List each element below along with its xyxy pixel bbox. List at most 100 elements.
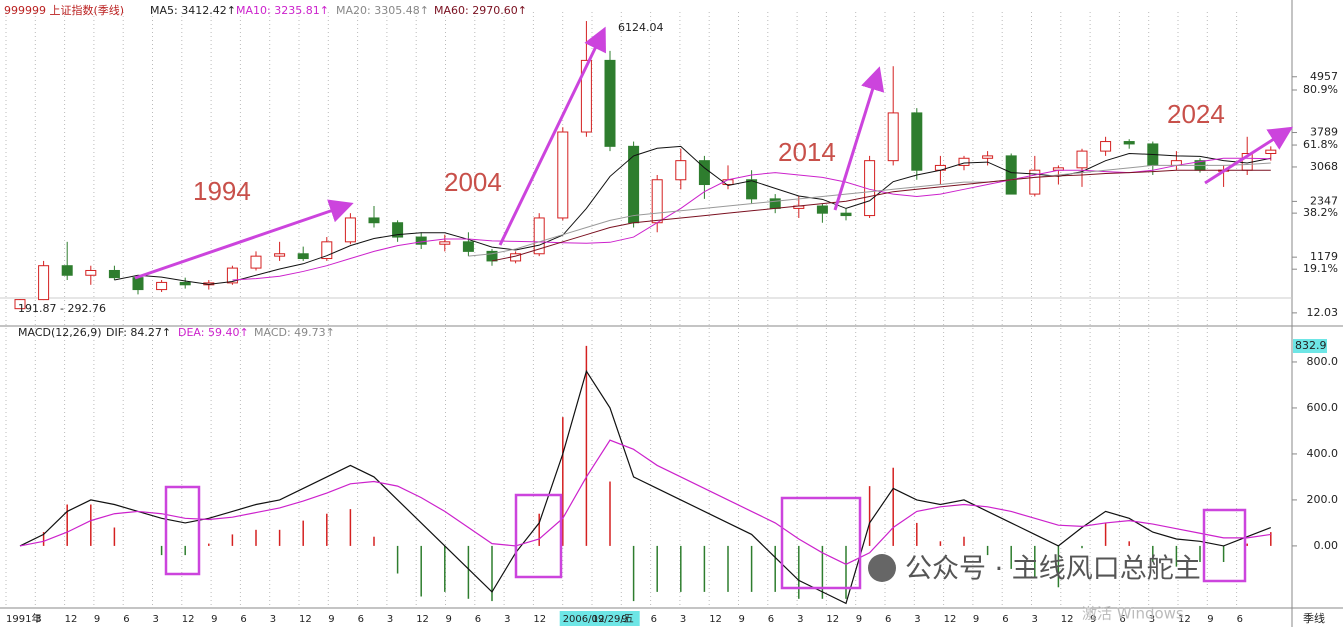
x-tick-label: 3 xyxy=(35,614,41,625)
candle-body xyxy=(675,160,687,181)
arrow xyxy=(833,66,885,211)
candle-body xyxy=(462,241,474,252)
x-tick-label: 12 xyxy=(1178,614,1191,625)
x-tick-label: 6 xyxy=(768,614,774,625)
candle-body xyxy=(156,281,168,291)
x-tick-label: 3 xyxy=(504,614,510,625)
x-tick-label: 3 xyxy=(1032,614,1038,625)
candle-body xyxy=(321,241,333,260)
y-tick-label: 400.0 xyxy=(1307,447,1339,460)
x-tick-label: 6 xyxy=(475,614,481,625)
peak-label: 6124.04 xyxy=(618,21,664,34)
x-tick-label: 12 xyxy=(944,614,957,625)
ma-line xyxy=(491,169,1271,262)
candle-body xyxy=(1265,149,1277,154)
watermark-icon xyxy=(868,554,896,582)
x-tick-label: 12 xyxy=(709,614,722,625)
x-tick-label: 12 xyxy=(299,614,312,625)
x-tick-label: 9 xyxy=(621,614,627,625)
x-tick-label: 3 xyxy=(914,614,920,625)
candle-body xyxy=(179,281,191,286)
y-tick-label: 19.1% xyxy=(1303,262,1338,275)
x-tick-label: 3 xyxy=(797,614,803,625)
macd-name: MACD(12,26,9) xyxy=(18,326,102,339)
candle-body xyxy=(1029,169,1041,195)
symbol: 999999 上证指数(季线) xyxy=(4,3,124,17)
y-tick-label: 1179 xyxy=(1310,250,1338,263)
x-tick-label: 1991年 xyxy=(6,612,41,625)
x-tick-label: 12 xyxy=(533,614,546,625)
x-tick-label: 3 xyxy=(387,614,393,625)
arrow xyxy=(134,199,354,280)
x-tick-label: 6 xyxy=(1002,614,1008,625)
candle-body xyxy=(557,131,569,219)
low-label: 191.87 - 292.76 xyxy=(18,302,106,315)
annotation: 2014 xyxy=(778,137,836,167)
x-tick-label: 9 xyxy=(328,614,334,625)
candle-body xyxy=(14,299,26,310)
watermark: 公众号 · 主线风口总舵主 xyxy=(905,554,1201,585)
highlight-box xyxy=(559,611,640,626)
annotation: 2004 xyxy=(444,167,502,197)
x-tick-label: 9 xyxy=(211,614,217,625)
candle-body xyxy=(698,160,710,186)
x-tick-label: 6 xyxy=(358,614,364,625)
candle-body xyxy=(61,265,73,276)
dif-label: DIF: 84.27↑ xyxy=(106,326,171,339)
x-tick-label: 9 xyxy=(1090,614,1096,625)
x-tick-label: 6 xyxy=(885,614,891,625)
x-tick-label: 3 xyxy=(153,614,159,625)
y-tick-label: 0.00 xyxy=(1314,539,1339,552)
candle-body xyxy=(132,277,144,291)
y-tick-label: 2347 xyxy=(1310,194,1338,207)
ma60-label: MA60: 2970.60↑ xyxy=(434,4,527,17)
x-tick-label: 12 xyxy=(826,614,839,625)
y-tick-label: 61.8% xyxy=(1303,138,1338,151)
candle-body xyxy=(38,265,50,301)
candle-body xyxy=(85,269,97,276)
dif-line xyxy=(19,369,1272,605)
candle-body xyxy=(628,145,640,224)
candle-body xyxy=(746,179,758,200)
box xyxy=(1202,508,1247,583)
candle-body xyxy=(392,222,404,238)
x-tick-label: 12 xyxy=(1061,614,1074,625)
x-tick-label: 3 xyxy=(680,614,686,625)
candle-body xyxy=(533,217,545,255)
y-tick-label: 600.0 xyxy=(1307,401,1339,414)
annotation: 2024 xyxy=(1167,99,1225,129)
candle-body xyxy=(840,212,852,217)
arrow xyxy=(498,26,606,246)
candle-body xyxy=(816,205,828,214)
y-tick-label: 200.0 xyxy=(1307,493,1339,506)
current-value-box xyxy=(1293,339,1327,353)
ma-line xyxy=(114,145,1271,285)
boxes xyxy=(164,485,1247,590)
x-tick-label: 6 xyxy=(123,614,129,625)
windows-watermark: 激活 Windows xyxy=(1082,605,1184,623)
candle-body xyxy=(344,217,356,243)
y-tick-label: 38.2% xyxy=(1303,206,1338,219)
x-tick-label: 12 xyxy=(416,614,429,625)
x-tick-label: 2006/09/29/五 xyxy=(563,614,634,625)
dea-line xyxy=(19,439,1271,565)
x-tick-label: 3 xyxy=(1149,614,1155,625)
candle-body xyxy=(911,112,923,171)
arrows xyxy=(134,26,1294,280)
y-tick-label: 800.0 xyxy=(1307,355,1339,368)
candle-body xyxy=(1076,150,1088,169)
candle-body xyxy=(274,253,286,257)
candle-body xyxy=(1005,155,1017,195)
candle-body xyxy=(108,269,120,279)
candle-body xyxy=(1100,141,1112,152)
y-tick-label: 80.9% xyxy=(1303,83,1338,96)
x-tick-label: 6 xyxy=(1119,614,1125,625)
current-value: 832.9 xyxy=(1295,339,1327,352)
x-tick-label: 3 xyxy=(270,614,276,625)
candle-body xyxy=(1123,141,1135,145)
candle-body xyxy=(982,155,994,159)
x-tick-label: 12 xyxy=(182,614,195,625)
macd-label: MACD: 49.73↑ xyxy=(254,326,335,339)
